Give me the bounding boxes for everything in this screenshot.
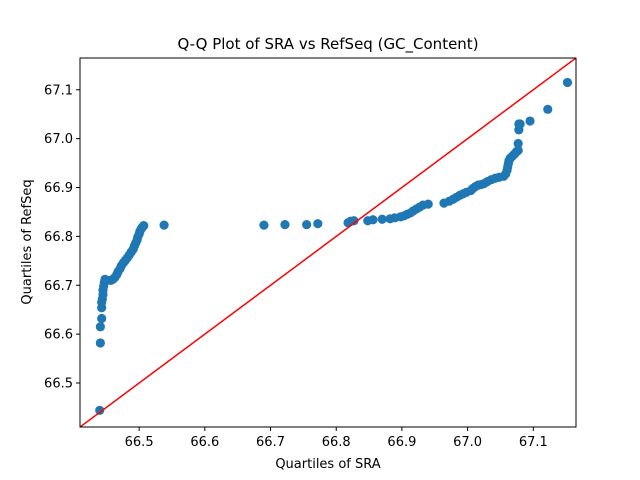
data-point <box>562 77 573 88</box>
data-point <box>368 215 378 225</box>
x-axis-label: Quartiles of SRA <box>275 457 380 472</box>
data-point <box>95 322 105 332</box>
data-point <box>349 216 359 226</box>
x-tick-label: 66.9 <box>387 435 416 450</box>
data-point <box>302 220 312 230</box>
y-tick-label: 66.5 <box>44 377 73 392</box>
y-tick-label: 66.9 <box>44 181 73 196</box>
y-tick-label: 67.0 <box>44 132 73 147</box>
axes-frame <box>79 57 577 428</box>
y-tick-label: 67.1 <box>44 83 73 98</box>
data-point <box>525 116 535 126</box>
data-point <box>515 119 525 129</box>
y-tick-label: 66.7 <box>44 279 73 294</box>
y-axis-ticks: 66.5 66.6 66.7 66.8 66.9 67.0 67.1 <box>44 83 80 392</box>
x-tick-label: 67.1 <box>519 435 548 450</box>
data-point <box>259 220 269 230</box>
x-tick-label: 66.5 <box>125 435 154 450</box>
data-point <box>377 214 387 224</box>
data-point <box>97 313 107 324</box>
data-point <box>313 219 323 229</box>
data-point <box>95 338 105 348</box>
x-tick-label: 66.8 <box>322 435 351 450</box>
data-point <box>513 138 523 149</box>
chart-title: Q-Q Plot of SRA vs RefSeq (GC_Content) <box>177 35 478 54</box>
plot-area <box>80 58 576 427</box>
y-axis-label: Quartiles of RefSeq <box>20 179 35 304</box>
data-point <box>95 405 105 415</box>
data-point <box>159 220 169 230</box>
reference-line <box>80 58 576 427</box>
data-point <box>423 199 433 209</box>
data-point <box>139 221 149 231</box>
y-tick-label: 66.8 <box>44 230 73 245</box>
x-axis-ticks: 66.5 66.6 66.7 66.8 66.9 67.0 67.1 <box>125 427 548 450</box>
data-point <box>543 104 553 114</box>
x-tick-label: 66.7 <box>256 435 285 450</box>
y-tick-label: 66.6 <box>44 328 73 343</box>
data-point <box>513 145 523 155</box>
x-tick-label: 67.0 <box>453 435 482 450</box>
data-point <box>280 220 290 230</box>
x-tick-label: 66.6 <box>190 435 219 450</box>
